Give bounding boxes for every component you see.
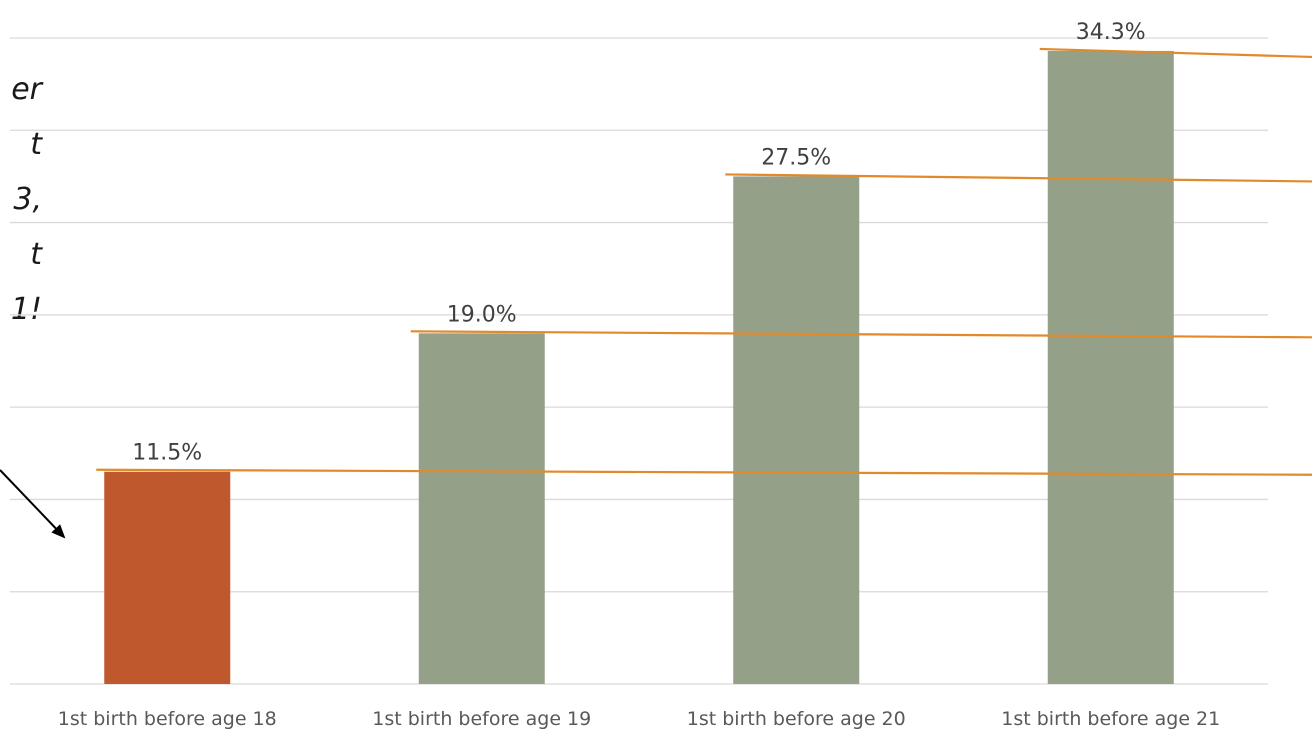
annotation-line: 1!	[10, 292, 42, 327]
category-label-3: 1st birth before age 20	[687, 708, 906, 730]
bar-2	[418, 333, 545, 684]
category-label-1: 1st birth before age 18	[58, 708, 277, 730]
category-label-2: 1st birth before age 19	[372, 708, 591, 730]
annotation-arrow	[0, 469, 66, 539]
bar-1	[104, 471, 231, 684]
category-labels: 1st birth before age 18 1st birth before …	[58, 708, 1220, 730]
annotation-line: t	[30, 237, 42, 272]
reference-line-4	[1039, 47, 1312, 59]
annotation-line: er	[11, 72, 42, 107]
bar-3	[733, 176, 860, 684]
reference-line-2	[410, 330, 1312, 339]
data-label-3: 27.5%	[761, 145, 831, 170]
reference-line-3	[725, 173, 1312, 183]
data-labels: 11.5% 19.0% 27.5% 34.3%	[132, 20, 1145, 466]
annotation-line: t	[30, 127, 42, 162]
annotation-line: 3,	[13, 182, 42, 217]
data-label-2: 19.0%	[447, 302, 517, 327]
reference-line-1	[96, 468, 1312, 476]
category-label-4: 1st birth before age 21	[1001, 708, 1220, 730]
data-label-1: 11.5%	[132, 441, 202, 466]
reference-lines	[96, 47, 1312, 476]
bar-4	[1047, 50, 1174, 685]
bars	[104, 50, 1174, 685]
data-label-4: 34.3%	[1076, 20, 1146, 45]
